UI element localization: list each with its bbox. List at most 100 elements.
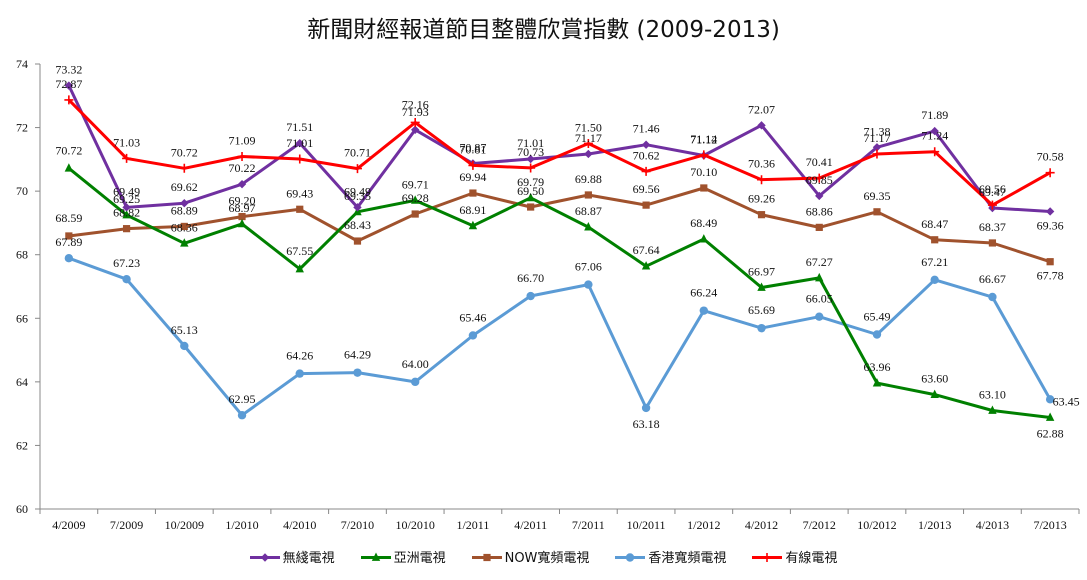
data-point-marker — [179, 163, 189, 173]
data-point-marker — [626, 552, 635, 562]
data-label: 71.51 — [286, 120, 313, 134]
data-point-marker — [584, 280, 593, 289]
data-point-marker — [410, 125, 420, 134]
x-tick-label: 1/2013 — [918, 518, 951, 532]
data-label: 69.94 — [459, 170, 486, 184]
series-line — [68, 186, 1051, 264]
data-label: 71.12 — [690, 133, 717, 147]
data-label: 64.00 — [402, 357, 429, 371]
data-point-marker — [122, 274, 131, 284]
legend-item: 無綫電視 — [249, 547, 335, 566]
data-label: 70.71 — [344, 146, 371, 160]
legend-swatch — [249, 551, 280, 563]
data-point-marker — [930, 389, 939, 398]
y-tick-label: 62 — [16, 438, 28, 452]
data-point-marker — [410, 117, 420, 127]
data-point-marker — [237, 218, 247, 228]
legend-item: NOW寬頻電視 — [471, 547, 589, 566]
data-point-marker — [64, 95, 74, 105]
data-label: 69.56 — [979, 182, 1006, 196]
data-label: 70.62 — [633, 148, 660, 162]
x-tick-label: 10/2011 — [627, 518, 666, 532]
data-point-marker — [180, 222, 188, 231]
series-line — [67, 84, 1051, 213]
data-point-marker — [757, 211, 766, 219]
data-point-marker — [699, 150, 709, 160]
chart-axes: 60 62 64 66 68 70 72 74 4/2009 7/2009 10/2009 1/201… — [16, 57, 1080, 532]
chart-title: 新聞財經報道節目整體欣賞指數 (2009-2013) — [307, 17, 780, 43]
data-label: 70.72 — [55, 143, 82, 157]
data-label: 65.46 — [459, 310, 486, 324]
data-label: 62.88 — [1037, 426, 1064, 440]
x-tick-label: 1/2011 — [456, 518, 489, 532]
data-label: 67.55 — [286, 244, 313, 258]
x-tick-label: 7/2013 — [1033, 518, 1066, 532]
data-point-marker — [295, 369, 304, 378]
data-point-marker — [469, 189, 477, 197]
data-label: 66.70 — [517, 271, 544, 285]
data-label: 68.47 — [921, 217, 948, 231]
data-point-marker — [699, 306, 709, 315]
data-point-marker — [295, 154, 305, 164]
data-point-marker — [65, 232, 73, 240]
series-line — [68, 256, 1052, 417]
x-tick-label: 4/2012 — [745, 518, 778, 532]
legend-swatch — [471, 551, 502, 563]
data-point-marker — [526, 291, 535, 301]
data-point-marker — [757, 175, 767, 185]
data-point-marker — [296, 205, 304, 213]
data-point-marker — [122, 203, 131, 212]
data-point-marker — [1045, 207, 1055, 216]
data-point-marker — [237, 151, 247, 161]
data-point-marker — [815, 312, 824, 321]
x-tick-label: 7/2010 — [341, 518, 374, 532]
data-label: 68.43 — [344, 218, 371, 232]
data-label: 69.85 — [806, 173, 833, 187]
data-point-marker — [641, 403, 651, 413]
data-point-marker — [872, 149, 882, 159]
data-point-marker — [757, 323, 766, 333]
data-label: 63.18 — [633, 417, 660, 431]
series-layer — [64, 81, 1055, 421]
data-label: 69.35 — [344, 189, 371, 203]
data-label: 71.93 — [402, 105, 429, 119]
legend-label: 有線電視 — [785, 551, 838, 566]
data-point-marker — [180, 238, 189, 247]
data-label: 70.58 — [1037, 150, 1064, 164]
data-label: 71.03 — [113, 135, 140, 149]
x-tick-label: 10/2010 — [396, 518, 435, 532]
x-tick-label: 10/2009 — [165, 518, 204, 532]
x-tick-label: 7/2009 — [110, 518, 143, 532]
data-label: 70.72 — [171, 145, 198, 159]
data-point-marker — [468, 331, 478, 340]
data-label: 71.89 — [921, 108, 948, 122]
data-point-marker — [526, 163, 536, 173]
data-point-marker — [584, 222, 593, 231]
data-point-marker — [930, 126, 939, 136]
data-label: 72.07 — [748, 102, 775, 116]
x-tick-label: 4/2010 — [283, 518, 316, 532]
data-point-marker — [1046, 258, 1054, 266]
data-point-marker — [872, 143, 882, 152]
data-point-marker — [468, 160, 478, 170]
data-point-marker — [411, 210, 419, 218]
series-2 — [65, 184, 1054, 266]
data-label: 67.27 — [806, 255, 833, 269]
data-label: 70.87 — [459, 140, 486, 154]
data-label: 71.46 — [633, 122, 660, 136]
legend-label: 香港寬頻電視 — [648, 551, 727, 566]
data-point-marker — [353, 203, 362, 212]
data-point-marker — [930, 275, 939, 285]
data-point-marker — [410, 377, 420, 387]
data-label: 67.23 — [113, 256, 140, 270]
data-point-marker — [815, 191, 824, 201]
data-point-marker — [814, 173, 824, 183]
data-label: 69.71 — [402, 177, 429, 191]
data-label: 69.79 — [517, 175, 544, 189]
data-label: 63.96 — [863, 360, 890, 374]
data-label: 68.97 — [229, 201, 256, 215]
series-0 — [64, 81, 1055, 216]
data-label: 69.43 — [286, 186, 313, 200]
data-point-marker — [238, 212, 246, 221]
data-label: 71.38 — [863, 124, 890, 138]
